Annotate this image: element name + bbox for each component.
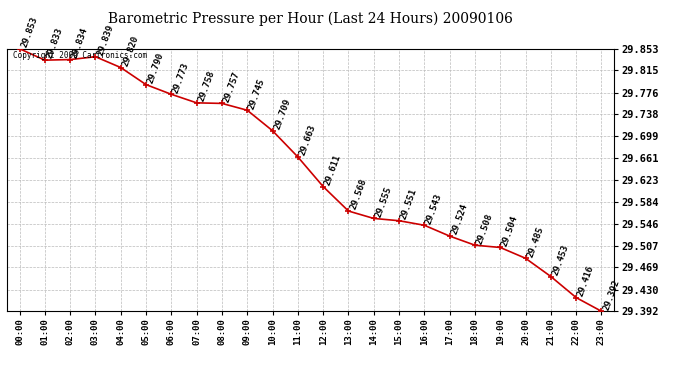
Text: 29.709: 29.709 [273,98,292,131]
Text: 29.834: 29.834 [70,26,90,60]
Text: 29.551: 29.551 [399,188,419,221]
Text: 29.820: 29.820 [121,34,140,68]
Text: 29.839: 29.839 [95,23,115,57]
Text: 29.416: 29.416 [576,264,595,298]
Text: 29.453: 29.453 [551,243,571,276]
Text: 29.663: 29.663 [298,123,317,157]
Text: 29.504: 29.504 [500,214,520,248]
Text: 29.524: 29.524 [450,203,469,236]
Text: 29.392: 29.392 [602,278,621,311]
Text: 29.555: 29.555 [374,185,393,218]
Text: 29.485: 29.485 [526,225,545,258]
Text: 29.568: 29.568 [348,178,368,211]
Text: 29.611: 29.611 [323,153,343,186]
Text: 29.758: 29.758 [197,69,216,103]
Text: 29.508: 29.508 [475,212,495,245]
Text: 29.853: 29.853 [19,15,39,49]
Text: 29.833: 29.833 [45,27,64,60]
Text: 29.773: 29.773 [171,61,191,94]
Text: 29.543: 29.543 [424,192,444,225]
Text: 29.757: 29.757 [222,70,242,104]
Text: 29.790: 29.790 [146,51,166,85]
Text: Copyright 2009 Cartronics.com: Copyright 2009 Cartronics.com [13,51,147,60]
Text: 29.745: 29.745 [247,77,267,110]
Text: Barometric Pressure per Hour (Last 24 Hours) 20090106: Barometric Pressure per Hour (Last 24 Ho… [108,11,513,26]
